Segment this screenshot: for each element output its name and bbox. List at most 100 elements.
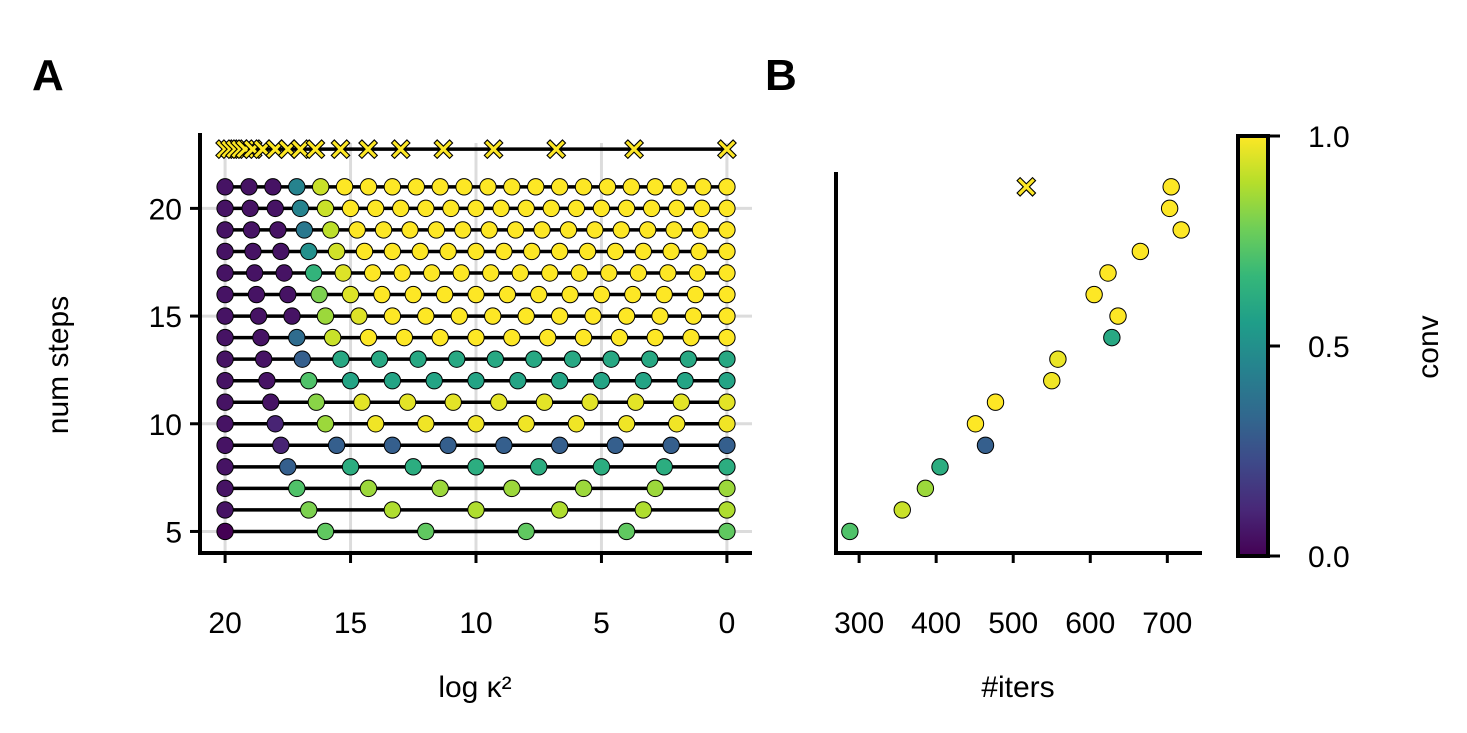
colorbar-tick-label: 0.5 xyxy=(1308,331,1350,364)
colorbar: 0.0 0.5 1.0 conv xyxy=(1236,121,1445,574)
panel-a-point xyxy=(482,264,500,282)
panel-a-point xyxy=(407,178,425,196)
panel-a-x-tick-label: 20 xyxy=(208,607,241,640)
panel-a-point xyxy=(527,178,545,196)
panel-a-point xyxy=(718,522,736,541)
panel-a-point xyxy=(467,328,485,347)
panel-a-point xyxy=(517,522,535,541)
panel-a-point xyxy=(353,393,371,411)
panel-a-point xyxy=(240,178,258,196)
panel-a-point xyxy=(383,242,402,261)
panel-b-point xyxy=(986,393,1005,411)
panel-a-point xyxy=(348,221,366,239)
panel-a-point xyxy=(592,285,611,304)
panel-a-x-marker-fill xyxy=(266,140,284,158)
panel-a-point xyxy=(693,199,711,218)
panel-a-point xyxy=(216,328,234,347)
panel-a-point xyxy=(665,221,683,239)
panel-a-point xyxy=(417,522,435,541)
panel-a-x-marker xyxy=(265,139,286,160)
panel-a-point xyxy=(341,285,360,304)
panel-a-point xyxy=(672,393,690,411)
panel-a-point xyxy=(334,264,352,282)
panel-a: A 20 15 10 5 0 5 10 15 20 log κ² num steps xyxy=(32,51,752,704)
panel-a-point xyxy=(626,393,645,411)
panel-a-point xyxy=(586,221,604,239)
panel-a-point xyxy=(216,264,234,282)
panel-a-point xyxy=(718,242,736,261)
panel-a-x-marker xyxy=(252,139,273,160)
panel-a-point xyxy=(341,199,360,218)
panel-a-point xyxy=(484,307,502,325)
panel-a-point xyxy=(490,393,508,411)
panel-a-x-tick-label: 10 xyxy=(459,607,492,640)
panel-a-point xyxy=(423,264,441,282)
panel-a-point xyxy=(567,415,586,433)
panel-a-point xyxy=(300,242,318,261)
panel-a-point xyxy=(409,350,427,368)
panel-a-point xyxy=(718,501,736,519)
panel-a-point xyxy=(327,242,346,261)
panel-b-point xyxy=(893,501,911,519)
panel-b-x-tick-label: 600 xyxy=(1065,607,1115,640)
panel-a-point xyxy=(574,178,593,196)
panel-a-point xyxy=(262,393,280,411)
panel-b-ticks: 300 400 500 600 700 xyxy=(834,553,1192,640)
panel-b-axes xyxy=(834,172,1202,555)
panel-a-point xyxy=(581,393,599,411)
panel-b-point xyxy=(1103,328,1121,347)
panel-a-y-tick-label: 5 xyxy=(165,516,182,549)
panel-a-point xyxy=(509,371,527,390)
panel-a-point xyxy=(288,328,306,347)
panel-a-point xyxy=(247,285,266,304)
panel-a-point xyxy=(688,264,707,282)
panel-a-point xyxy=(383,436,402,455)
panel-a-point xyxy=(417,307,435,325)
panel-a-point xyxy=(366,415,385,433)
panel-a-point xyxy=(467,415,485,433)
panel-a-y-axis-label: num steps xyxy=(42,296,75,434)
panel-a-point xyxy=(467,501,485,519)
panel-a-point xyxy=(542,199,560,218)
panel-a-point xyxy=(492,199,510,218)
panel-a-point xyxy=(467,458,485,476)
panel-a-x-marker-fill xyxy=(359,140,377,158)
panel-a-point xyxy=(427,221,446,239)
panel-a-point xyxy=(533,221,551,239)
panel-a-point xyxy=(668,199,686,218)
panel-a-point xyxy=(718,350,736,368)
panel-b-point xyxy=(966,415,985,433)
panel-a-point xyxy=(435,285,454,304)
panel-a-point xyxy=(366,199,385,218)
panel-a-x-marker xyxy=(624,139,645,160)
panel-a-point xyxy=(316,307,335,325)
panel-a-point xyxy=(242,221,261,239)
panel-a-point xyxy=(503,479,521,498)
panel-a-point xyxy=(392,199,410,218)
panel-a-point xyxy=(341,458,360,476)
panel-a-point xyxy=(498,285,517,304)
panel-a-point xyxy=(450,307,468,325)
panel-a-point xyxy=(563,350,582,368)
panel-a-point xyxy=(467,199,485,218)
panel-a-x-marker-fill xyxy=(434,140,452,158)
panel-a-point xyxy=(550,307,569,325)
panel-a-point xyxy=(439,436,457,455)
panel-a-point xyxy=(634,242,652,261)
panel-a-point xyxy=(288,479,306,498)
panel-a-point xyxy=(359,178,378,196)
colorbar-gradient xyxy=(1236,134,1270,558)
panel-a-point xyxy=(718,328,736,347)
panel-a-ticks: 20 15 10 5 0 5 10 15 20 xyxy=(149,193,736,640)
panel-a-point xyxy=(216,522,234,541)
panel-a-point xyxy=(634,501,652,519)
panel-a-point xyxy=(300,371,318,390)
panel-a-point xyxy=(216,285,234,304)
panel-a-point xyxy=(291,199,310,218)
panel-a-point xyxy=(216,479,234,498)
panel-a-point xyxy=(316,415,335,433)
panel-a-point xyxy=(629,264,648,282)
panel-b-x-tick-label: 500 xyxy=(988,607,1038,640)
panel-a-point xyxy=(676,371,694,390)
